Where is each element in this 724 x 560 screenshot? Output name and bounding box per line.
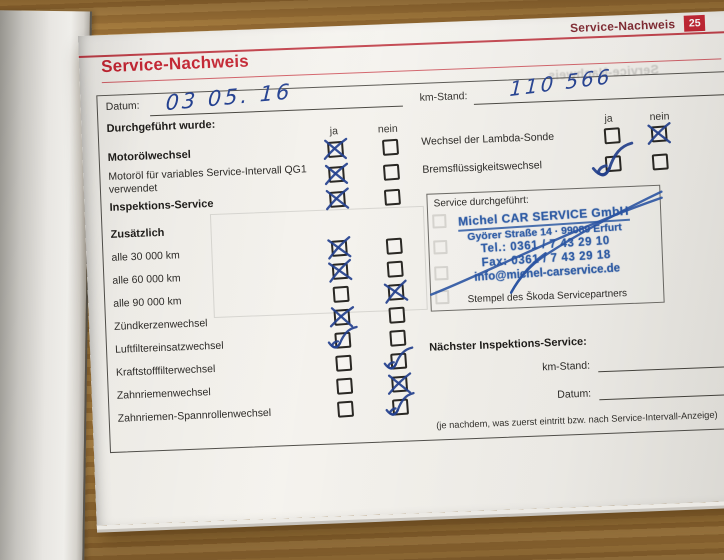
- next-km-label: km-Stand:: [541, 359, 591, 374]
- signature-icon: [429, 190, 663, 296]
- checklist-row: alle 60 000 km: [112, 259, 415, 293]
- pen-mark-icon: [324, 162, 349, 186]
- checkbox-nein: [651, 153, 669, 171]
- section-durchgefuehrt-label: Durchgeführt wurde:: [106, 118, 216, 135]
- stamp-box: Service durchgeführt: Michel CAR SERVICE…: [426, 184, 665, 312]
- pen-mark-icon: [383, 346, 414, 370]
- checklist-row: Motorölwechsel: [107, 136, 410, 170]
- checklist-row: Inspektions-Service: [109, 187, 412, 221]
- checkbox-ja: [603, 127, 621, 145]
- right-checklist: Wechsel der Lambda-Sonde Bremsflüssigkeit…: [419, 72, 724, 440]
- next-datum-label: Datum:: [557, 387, 592, 401]
- item-label: Wechsel der Lambda-Sonde: [421, 130, 555, 148]
- checklist-row: Zahnriemen-Spannrollenwechsel: [117, 392, 420, 430]
- checklist-row: Bremsflüssigkeitswechsel: [422, 141, 723, 183]
- checkbox-ja: [336, 400, 355, 419]
- checkbox-nein: [383, 346, 414, 370]
- checklist-row: Luftfiltereinsatzwechsel: [114, 326, 418, 361]
- checkbox-ja: [335, 354, 353, 373]
- pen-mark-icon: [323, 137, 348, 160]
- checkbox-nein: [382, 163, 401, 181]
- checkbox-nein: [647, 122, 671, 145]
- page-number-badge: 25: [683, 14, 706, 32]
- checklist-row: Kraftstofffilterwechsel: [115, 346, 419, 384]
- checkbox-nein: [387, 372, 412, 396]
- checkbox-nein: [388, 306, 406, 324]
- checklist-row: alle 30 000 km: [111, 236, 414, 270]
- service-form: Datum: 03 05. 16 km-Stand: 110 566 Durch…: [96, 64, 724, 454]
- pen-mark-icon: [647, 122, 671, 145]
- pen-mark-icon: [383, 279, 409, 305]
- checkbox-nein: [381, 138, 400, 156]
- item-label: Kraftstofffilterwechsel: [115, 362, 216, 379]
- item-label: Zahnriemenwechsel: [116, 385, 211, 402]
- item-label: Inspektions-Service: [109, 198, 214, 215]
- service-book-page: Service-Nachweis 25 Service-Nachweis Ser…: [78, 9, 724, 526]
- pen-mark-icon: [328, 259, 353, 284]
- page-title: Service-Nachweis: [100, 51, 250, 77]
- item-label: alle 90 000 km: [113, 294, 182, 310]
- checklist-row: alle 90 000 km: [113, 279, 416, 316]
- checkbox-nein: [386, 260, 404, 279]
- checkbox-nein: [383, 188, 401, 207]
- pen-mark-icon: [325, 187, 350, 211]
- checkbox-ja: [325, 187, 350, 211]
- checklist-row: Zahnriemenwechsel: [116, 372, 419, 407]
- checkbox-ja: [323, 137, 348, 160]
- left-checklist: Motorölwechsel Motoröl für variables Serv…: [107, 135, 420, 431]
- item-label: Motorölwechsel: [107, 148, 192, 165]
- item-label: alle 60 000 km: [112, 271, 181, 287]
- item-label: Bremsflüssigkeitswechsel: [422, 159, 543, 176]
- checkbox-nein: [385, 392, 415, 417]
- pen-mark-icon: [387, 372, 412, 396]
- checkbox-nein: [385, 237, 403, 256]
- checkbox-ja: [327, 326, 358, 350]
- item-label: Zahnriemen-Spannrollenwechsel: [117, 406, 272, 425]
- checkbox-nein: [389, 329, 407, 347]
- checkbox-ja: [328, 259, 353, 284]
- datum-label: Datum:: [105, 99, 140, 113]
- checkbox-ja: [324, 162, 349, 186]
- checkbox-ja: [336, 377, 354, 396]
- item-label: alle 30 000 km: [111, 248, 181, 264]
- header-tab-label: Service-Nachweis: [569, 17, 676, 36]
- checklist-row: Zündkerzenwechsel: [114, 304, 417, 338]
- pen-mark-icon: [385, 392, 415, 417]
- pen-mark-icon: [329, 306, 355, 328]
- checkbox-ja: [327, 236, 352, 260]
- checkbox-nein: [383, 279, 409, 305]
- item-label: Luftfiltereinsatzwechsel: [114, 339, 224, 356]
- book-binding: [0, 10, 92, 560]
- column-header-nein: nein: [377, 122, 398, 136]
- checkbox-ja: [329, 306, 355, 328]
- item-label: Zündkerzenwechsel: [113, 316, 208, 333]
- checkbox-ja: [332, 285, 350, 304]
- checklist-row: Motoröl für variables Service-Intervall …: [108, 159, 411, 197]
- pen-mark-icon: [327, 236, 352, 260]
- checklist-row: Wechsel der Lambda-Sonde: [421, 120, 722, 155]
- checkbox-ja: [591, 141, 634, 177]
- pen-mark-icon: [327, 326, 358, 349]
- pen-mark-icon: [591, 141, 634, 177]
